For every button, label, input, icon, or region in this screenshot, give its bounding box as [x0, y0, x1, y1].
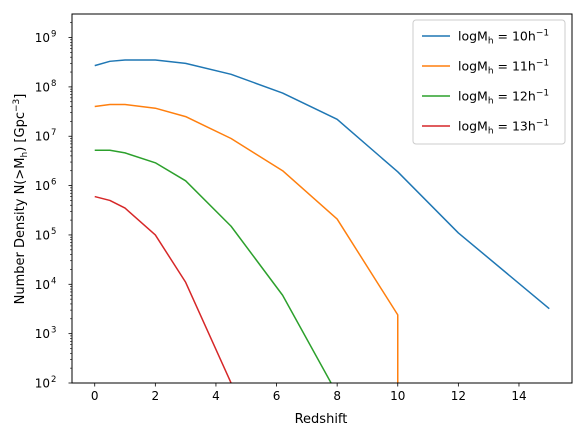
y-tick-base: 10: [35, 80, 50, 94]
y-axis-label: Number Density N(>Mh) [Gpc−3]: [12, 94, 30, 305]
y-tick-base: 10: [35, 130, 50, 144]
y-tick-base: 10: [35, 228, 50, 242]
legend-label-2: logMh = 11h−1: [458, 59, 549, 77]
x-tick-label: 14: [511, 389, 526, 403]
y-tick-label: 10: [35, 31, 50, 45]
legend-label-part: = 10h: [494, 29, 536, 44]
legend-label-part: = 11h: [494, 59, 536, 74]
legend-label-part: = 13h: [494, 119, 536, 134]
legend-label-part: h: [488, 37, 494, 47]
x-tick-label: 0: [91, 389, 99, 403]
legend-label-part: = 12h: [494, 89, 536, 104]
y-tick-label: 10: [35, 228, 50, 242]
legend-label-part: logM: [458, 29, 488, 44]
y-tick-label: 10: [35, 179, 50, 193]
y-tick-base: 10: [35, 31, 50, 45]
legend-label-part: −1: [536, 29, 549, 39]
y-tick-power: 9: [51, 30, 56, 40]
series-line-2: [94, 103, 399, 383]
x-tick-label: 4: [212, 389, 220, 403]
legend-label-1: logMh = 10h−1: [458, 29, 549, 47]
y-axis-label-sub: h: [20, 152, 30, 158]
y-tick-label: 10: [35, 278, 50, 292]
y-tick-power: 8: [51, 79, 56, 89]
y-axis-label-unit: ) [Gpc: [13, 112, 28, 152]
y-tick-label: 10: [35, 80, 50, 94]
legend-box: [412, 19, 566, 145]
legend-label-part: −1: [536, 89, 549, 99]
series-line-4: [94, 195, 232, 383]
y-tick-base: 10: [35, 278, 50, 292]
legend-label-part: h: [488, 97, 494, 107]
y-tick-label: 10: [35, 130, 50, 144]
x-axis: 0 2 4 6 8 10 12 14: [91, 383, 527, 403]
x-tick-label: 8: [333, 389, 341, 403]
x-tick-label: 2: [152, 389, 160, 403]
legend-label-4: logMh = 13h−1: [458, 119, 549, 137]
y-tick-power: 6: [51, 178, 56, 188]
y-tick-label: 10: [35, 327, 50, 341]
y-tick-power: 5: [51, 227, 56, 237]
legend-label-part: logM: [458, 119, 488, 134]
y-tick-base: 10: [35, 179, 50, 193]
y-tick-power: 2: [51, 375, 56, 385]
y-axis-label-sup: −3: [12, 99, 22, 112]
y-axis-label-end: ]: [13, 94, 28, 99]
legend-label-part: −1: [536, 119, 549, 129]
legend-label-part: logM: [458, 89, 488, 104]
series-line-1: [94, 59, 550, 310]
x-tick-label: 6: [273, 389, 281, 403]
series-line-3: [94, 149, 332, 383]
x-tick-label: 10: [390, 389, 405, 403]
y-tick-label: 10: [35, 377, 50, 391]
y-tick-power: 7: [51, 128, 56, 138]
y-tick-power: 4: [51, 276, 56, 286]
x-axis-label: Redshift: [295, 412, 348, 427]
plot-frame: [71, 13, 573, 384]
x-tick-label: 12: [451, 389, 466, 403]
y-tick-base: 10: [35, 327, 50, 341]
legend-label-part: −1: [536, 59, 549, 69]
legend-label-part: h: [488, 67, 494, 77]
series-layer: [94, 59, 550, 383]
legend-label-3: logMh = 12h−1: [458, 89, 549, 107]
y-axis-label-main: Number Density N(>M: [13, 158, 28, 305]
y-tick-base: 10: [35, 377, 50, 391]
y-tick-power: 3: [51, 326, 56, 336]
legend-label-part: h: [488, 127, 494, 137]
legend-label-part: logM: [458, 59, 488, 74]
